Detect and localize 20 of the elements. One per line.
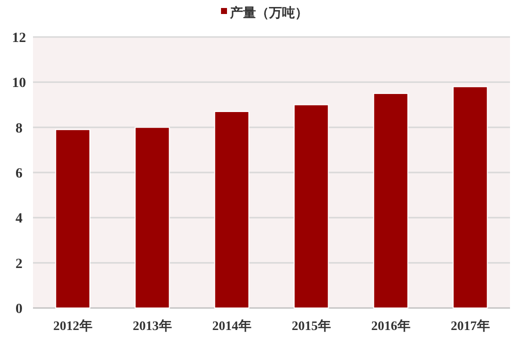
y-tick-label: 8 — [16, 121, 22, 136]
y-tick-label: 2 — [16, 256, 22, 272]
legend-label: 产量（万吨） — [229, 5, 308, 20]
bar — [55, 129, 90, 308]
bar — [134, 126, 170, 308]
x-tick-label: 2014年 — [212, 318, 252, 333]
x-tick-label: 2013年 — [132, 318, 172, 333]
y-tick-label: 12 — [12, 31, 26, 46]
x-tick-label: 2012年 — [53, 318, 92, 333]
bar — [294, 104, 329, 308]
x-tick-label: 2015年 — [292, 318, 331, 333]
y-tick-label: 10 — [12, 76, 26, 92]
bar — [214, 111, 250, 308]
x-tick-label: 2016年 — [371, 318, 410, 333]
bar — [452, 86, 488, 308]
bar — [373, 92, 408, 308]
y-tick-label: 0 — [16, 302, 22, 317]
y-tick-label: 4 — [16, 212, 22, 227]
x-tick-label: 2017年 — [450, 318, 490, 333]
y-tick-label: 6 — [16, 166, 22, 182]
